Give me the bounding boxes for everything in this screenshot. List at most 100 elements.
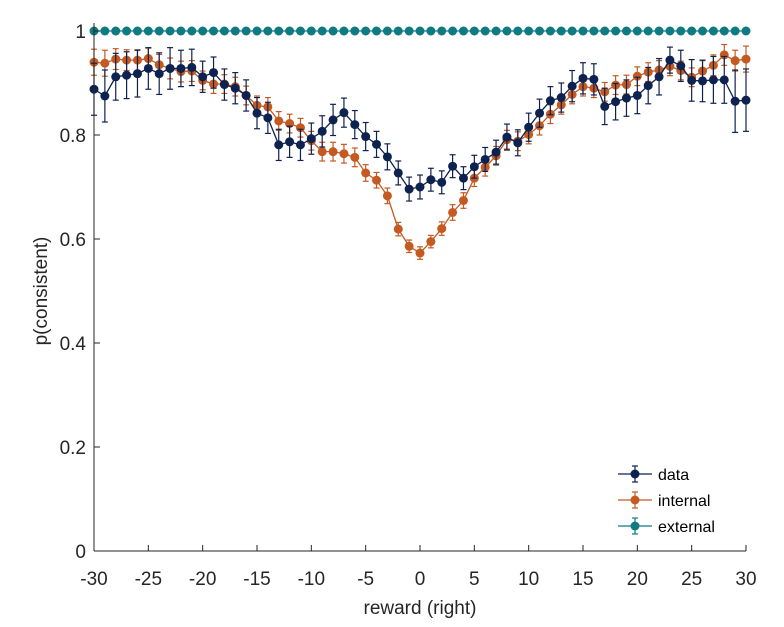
data-point — [393, 168, 403, 178]
data-point — [219, 80, 229, 90]
data-point — [339, 149, 349, 159]
data-point — [328, 115, 338, 125]
series-external — [89, 26, 751, 36]
data-point — [730, 26, 740, 36]
data-point — [176, 63, 186, 73]
data-point — [328, 147, 338, 157]
data-point — [632, 26, 642, 36]
data-point — [643, 81, 653, 91]
data-point — [328, 26, 338, 36]
data-point — [111, 72, 121, 82]
data-point — [209, 26, 219, 36]
data-point — [469, 162, 479, 172]
data-point — [480, 154, 490, 164]
data-point — [730, 96, 740, 106]
data-point — [274, 140, 284, 150]
data-point — [632, 90, 642, 100]
y-tick-label: 1 — [75, 22, 86, 43]
data-point — [437, 26, 447, 36]
data-point — [698, 26, 708, 36]
data-point — [491, 147, 501, 157]
data-point — [252, 26, 262, 36]
data-point — [708, 26, 718, 36]
x-tick-label: -15 — [243, 569, 270, 590]
data-point — [621, 93, 631, 103]
data-point — [502, 26, 512, 36]
data-point — [274, 26, 284, 36]
data-point — [230, 83, 240, 93]
data-point — [480, 26, 490, 36]
legend-label: internal — [658, 493, 710, 510]
x-axis-label: reward (right) — [364, 598, 477, 619]
x-tick-label: -10 — [298, 569, 325, 590]
data-point — [198, 72, 208, 82]
data-point — [404, 26, 414, 36]
data-point — [469, 26, 479, 36]
data-point — [393, 26, 403, 36]
data-point — [578, 73, 588, 83]
y-tick-label: 0 — [75, 542, 86, 563]
data-point — [295, 140, 305, 150]
data-point — [219, 26, 229, 36]
data-point — [524, 122, 534, 132]
data-point — [317, 26, 327, 36]
data-point — [372, 26, 382, 36]
x-tick-label: 20 — [627, 569, 648, 590]
data-point — [306, 26, 316, 36]
legend-item-internal: internal — [618, 491, 710, 510]
data-point — [198, 26, 208, 36]
data-point — [513, 26, 523, 36]
data-point — [426, 175, 436, 185]
data-point — [361, 168, 371, 178]
data-point — [176, 26, 186, 36]
legend-label: external — [658, 519, 715, 536]
x-tick-label: 30 — [735, 569, 756, 590]
data-point — [415, 248, 425, 258]
data-point — [165, 26, 175, 36]
data-point — [382, 26, 392, 36]
data-point — [665, 55, 675, 65]
data-point — [295, 123, 305, 133]
data-point — [676, 61, 686, 71]
data-point — [263, 113, 273, 123]
data-point — [589, 26, 599, 36]
data-point — [404, 184, 414, 194]
data-point — [556, 26, 566, 36]
data-point — [665, 26, 675, 36]
data-point — [567, 81, 577, 91]
data-point — [306, 134, 316, 144]
data-point — [143, 63, 153, 73]
data-point — [241, 26, 251, 36]
data-point — [448, 26, 458, 36]
x-tick-label: -30 — [80, 569, 107, 590]
data-point — [285, 26, 295, 36]
data-point — [339, 26, 349, 36]
data-point — [100, 26, 110, 36]
data-point — [502, 132, 512, 142]
data-point — [654, 72, 664, 82]
data-point — [154, 69, 164, 79]
series-internal — [89, 43, 751, 260]
data-point — [708, 75, 718, 85]
data-point — [719, 50, 729, 60]
data-point — [654, 26, 664, 36]
data-point — [611, 26, 621, 36]
data-point — [285, 137, 295, 147]
data-point — [361, 132, 371, 142]
data-point — [513, 138, 523, 148]
data-point — [372, 175, 382, 185]
x-tick-label: -20 — [189, 569, 216, 590]
data-point — [350, 26, 360, 36]
legend-marker — [630, 495, 640, 505]
data-point — [393, 224, 403, 234]
data-point — [122, 26, 132, 36]
x-tick-label: 0 — [415, 569, 426, 590]
data-point — [132, 26, 142, 36]
x-tick-label: 10 — [518, 569, 539, 590]
data-point — [230, 26, 240, 36]
data-point — [426, 237, 436, 247]
data-point — [687, 26, 697, 36]
data-point — [209, 68, 219, 78]
y-tick-label: 0.2 — [60, 438, 86, 459]
